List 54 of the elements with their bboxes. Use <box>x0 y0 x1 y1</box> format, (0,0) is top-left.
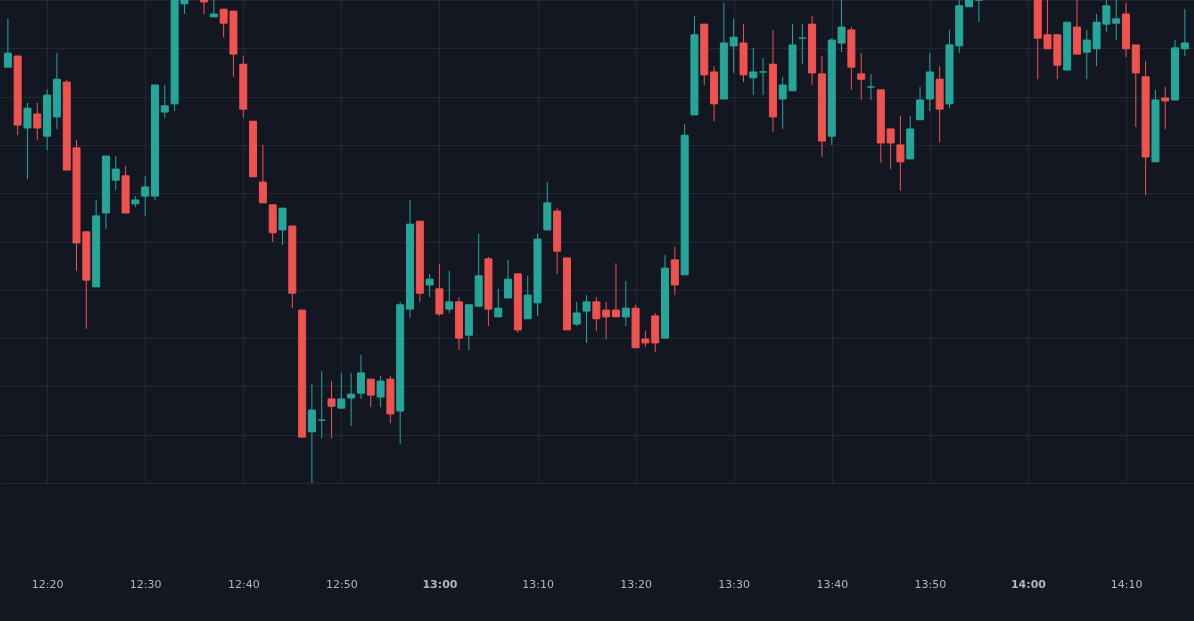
candlestick <box>543 181 552 231</box>
x-tick-label: 12:40 <box>227 577 260 591</box>
candlestick <box>857 52 866 101</box>
candlestick <box>337 372 346 409</box>
x-tick-label: 13:20 <box>620 577 652 591</box>
candlestick <box>121 165 130 214</box>
candlestick <box>425 273 434 298</box>
candlestick <box>965 0 974 8</box>
candlestick <box>690 15 699 116</box>
candlestick <box>33 102 42 141</box>
candlestick <box>925 52 934 112</box>
x-tick-label: 12:50 <box>325 577 358 591</box>
candlestick <box>572 301 581 327</box>
candlestick <box>896 115 905 192</box>
candlestick <box>1151 89 1160 163</box>
candlestick <box>160 84 169 119</box>
candlestick <box>347 372 356 427</box>
x-tick-label: 13:00 <box>422 577 458 591</box>
x-tick-label: 12:30 <box>129 577 162 591</box>
candlestick <box>582 294 591 344</box>
candlestick <box>474 233 483 307</box>
candlestick <box>327 380 336 439</box>
candlestick <box>209 0 218 18</box>
candlestick <box>847 26 856 91</box>
candlestick <box>435 263 444 317</box>
x-tick-label: 14:10 <box>1110 577 1143 591</box>
candlestick <box>729 18 738 74</box>
candlestick <box>200 0 209 15</box>
candlestick <box>1141 60 1150 196</box>
x-tick-label: 13:10 <box>522 577 554 591</box>
candlestick <box>1063 21 1072 71</box>
candlestick <box>278 207 287 246</box>
x-tick-label: 12:20 <box>31 577 64 591</box>
x-tick-label: 13:50 <box>914 577 947 591</box>
candlestick <box>1161 86 1170 130</box>
candlestick <box>749 47 758 96</box>
candlestick <box>131 195 140 208</box>
candlestick <box>670 246 679 296</box>
x-tick-label: 14:00 <box>1010 577 1047 591</box>
candlestick <box>141 175 150 217</box>
candlestick <box>906 115 915 160</box>
x-tick-label: 13:40 <box>816 577 849 591</box>
candlestick <box>298 309 307 438</box>
candlestick <box>376 375 385 408</box>
candlestick <box>1131 44 1140 128</box>
candlestick <box>111 155 120 191</box>
candlestick <box>23 102 32 180</box>
candlestick <box>739 23 748 83</box>
candlestick <box>484 256 493 327</box>
x-tick-label: 13:30 <box>718 577 751 591</box>
candlestick <box>562 257 571 331</box>
candlestick <box>386 375 395 424</box>
candlestick <box>445 270 454 314</box>
candlestick <box>249 120 258 178</box>
